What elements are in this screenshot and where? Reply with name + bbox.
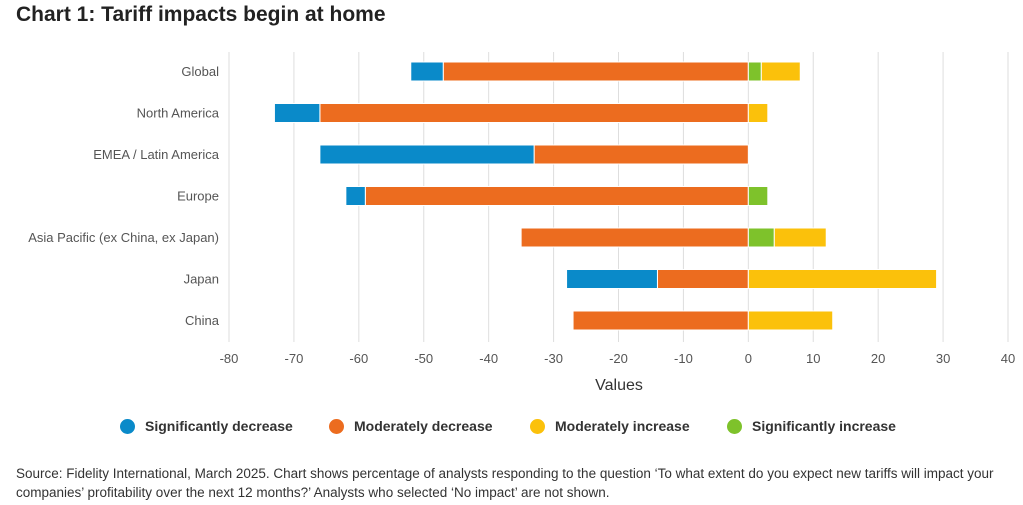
- bar-segment: [319, 144, 535, 165]
- bar-segment: [273, 103, 321, 123]
- source-note: Source: Fidelity International, March 20…: [16, 466, 994, 500]
- bar-segment: [747, 269, 938, 289]
- x-tick-label: 10: [806, 351, 820, 366]
- x-axis-title: Values: [595, 377, 643, 394]
- legend-label: Moderately decrease: [354, 418, 493, 434]
- bar-segment: [747, 227, 775, 248]
- legend-label: Moderately increase: [555, 418, 690, 434]
- category-label: China: [185, 313, 220, 328]
- legend-swatch: [329, 418, 344, 434]
- bar-segment: [747, 186, 769, 206]
- bar-segment: [747, 103, 769, 123]
- x-tick-label: -30: [544, 351, 563, 366]
- legend-label: Significantly increase: [752, 418, 896, 434]
- x-tick-label: 40: [1001, 351, 1015, 366]
- bar-segment: [442, 61, 749, 82]
- bar-segment: [747, 310, 834, 331]
- bar-segment: [410, 61, 444, 82]
- category-labels: Global North America EMEA / Latin America E…: [28, 64, 220, 328]
- legend-label: Significantly decrease: [145, 418, 293, 434]
- category-label: North America: [137, 106, 220, 121]
- legend-swatch: [120, 418, 135, 434]
- x-tick-label: -70: [285, 351, 304, 366]
- x-tick-label: -20: [609, 351, 628, 366]
- category-label: EMEA / Latin America: [93, 147, 219, 162]
- category-label: Europe: [177, 189, 219, 204]
- bar-segment: [760, 61, 801, 82]
- bar-segment: [533, 144, 749, 165]
- legend: Significantly decrease Moderately decreas…: [0, 418, 1023, 438]
- bar-segment: [656, 269, 749, 289]
- x-tick-label: -10: [674, 351, 693, 366]
- bar-segment: [747, 61, 762, 82]
- legend-item: Significantly decrease: [120, 418, 293, 434]
- bar-segment: [319, 103, 749, 123]
- legend-item: Significantly increase: [727, 418, 896, 434]
- legend-item: Moderately increase: [530, 418, 690, 434]
- x-tick-label: -50: [414, 351, 433, 366]
- x-tick-label: 0: [745, 351, 752, 366]
- x-tick-label: -80: [220, 351, 239, 366]
- x-tick-label: -40: [479, 351, 498, 366]
- x-tick-label: -60: [349, 351, 368, 366]
- legend-item: Moderately decrease: [329, 418, 493, 434]
- bars: [273, 61, 938, 331]
- x-tick-labels: -80 -70 -60 -50 -40 -30 -20 -10 0 10 20 30 40: [220, 351, 1016, 366]
- category-label: Global: [181, 64, 219, 79]
- category-label: Japan: [184, 272, 219, 287]
- bar-chart: Global North America EMEA / Latin America E…: [28, 52, 1016, 394]
- legend-swatch: [530, 418, 545, 434]
- bar-segment: [345, 186, 366, 206]
- bar-segment: [364, 186, 749, 206]
- x-tick-label: 30: [936, 351, 950, 366]
- category-label: Asia Pacific (ex China, ex Japan): [28, 230, 219, 245]
- bar-segment: [773, 227, 827, 248]
- chart-title: Chart 1: Tariff impacts begin at home: [16, 3, 386, 26]
- legend-swatch: [727, 418, 742, 434]
- bar-segment: [566, 269, 658, 289]
- bar-segment: [520, 227, 749, 248]
- bar-segment: [572, 310, 749, 331]
- x-tick-label: 20: [871, 351, 885, 366]
